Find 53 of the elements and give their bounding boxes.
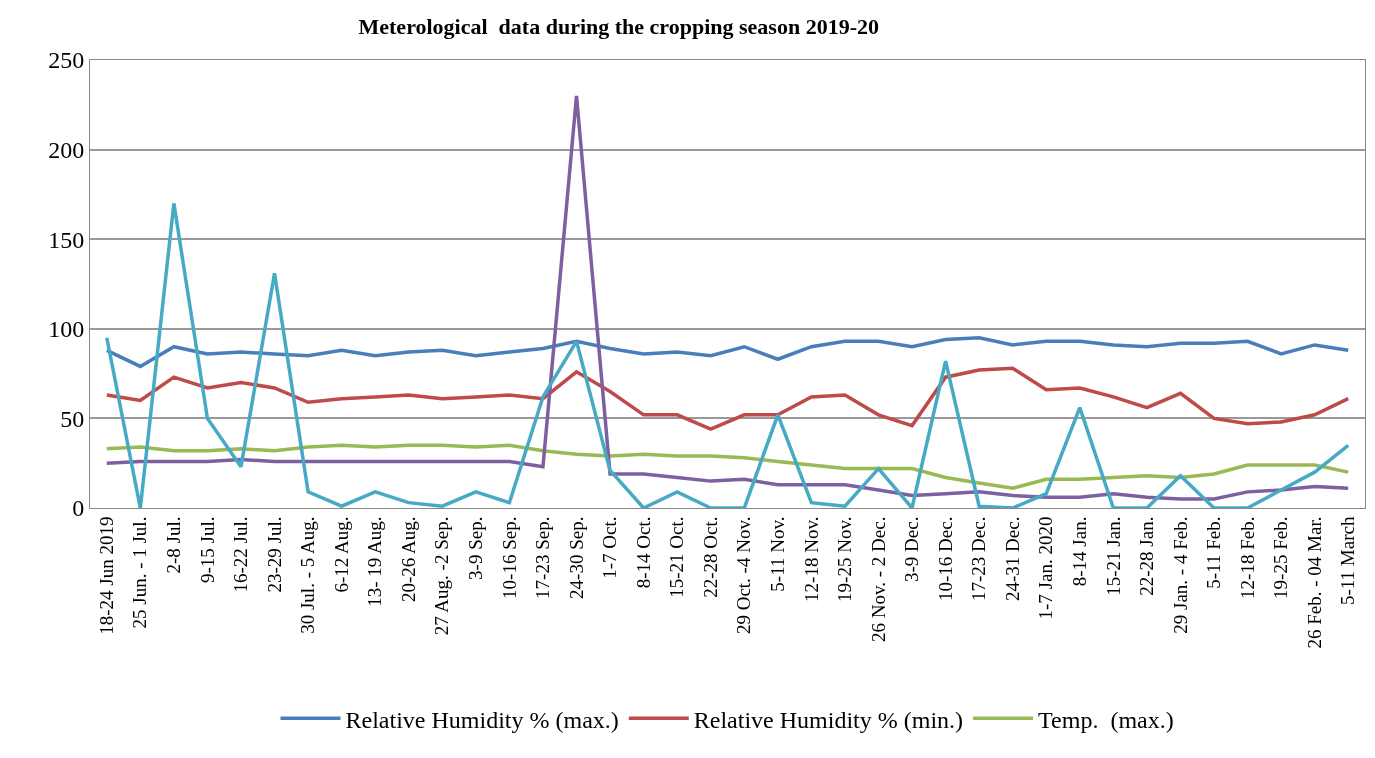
x-tick-label: 17-23 Dec. (968, 516, 990, 602)
x-tick-label: 8-14 Oct. (632, 516, 654, 589)
legend-label: Relative Humidity % (min.) (693, 706, 964, 733)
line-series (105, 443, 1350, 491)
line-series (105, 94, 1350, 501)
x-tick-label: 24-30 Sep. (565, 516, 587, 599)
x-tick-label: 19-25 Feb. (1270, 516, 1292, 599)
x-tick-label: 22-28 Jan. (1136, 516, 1158, 596)
x-tick-label: 18-24 Jun 2019 (95, 516, 117, 635)
x-tick-label: 24-31 Dec. (1001, 516, 1023, 602)
chart-title: Meterological data during the cropping season 2019-20 (358, 14, 879, 40)
x-tick-label: 3-9 Dec. (901, 516, 923, 583)
line-series (105, 336, 1350, 369)
x-tick-label: 10-16 Sep. (498, 516, 520, 599)
x-tick-label: 17-23 Sep. (532, 516, 554, 599)
x-tick-label: 19-25 Nov. (834, 516, 856, 602)
x-tick-label: 5-11 Feb. (1203, 516, 1225, 589)
y-tick-label: 250 (48, 47, 85, 74)
legend-label: Relative Humidity % (max.) (345, 706, 619, 733)
x-tick-label: 5-11 March (1337, 516, 1359, 606)
legend-label: Temp. (max.) (1038, 706, 1174, 733)
x-tick-label: 22-28 Oct. (699, 516, 721, 598)
x-tick-label: 29 Oct. -4 Nov. (733, 516, 755, 635)
x-tick-label: 16-22 Jul. (230, 516, 252, 593)
x-tick-label: 13- 19 Aug. (364, 516, 386, 607)
y-tick-label: 0 (72, 495, 85, 522)
x-tick-label: 12-18 Feb. (1236, 516, 1258, 599)
x-tick-label: 8-14 Jan. (1068, 516, 1090, 587)
x-tick-label: 1-7 Oct. (599, 516, 621, 579)
line-series (105, 366, 1350, 431)
x-tick-label: 3-9 Sep. (465, 516, 487, 580)
x-tick-label: 20-26 Aug. (397, 516, 419, 603)
x-tick-label: 12-18 Nov. (800, 516, 822, 602)
x-tick-label: 15-21 Oct. (666, 516, 688, 598)
x-tick-label: 27 Aug. -2 Sep. (431, 516, 453, 636)
y-tick-label: 150 (48, 226, 85, 253)
x-tick-label: 10-16 Dec. (934, 516, 956, 602)
x-tick-label: 5-11 Nov. (767, 516, 789, 592)
y-tick-label: 50 (60, 405, 85, 432)
x-tick-label: 25 Jun. - 1 Jul. (129, 516, 151, 629)
x-tick-label: 6-12 Aug. (330, 516, 352, 593)
line-series (105, 201, 1350, 508)
x-tick-label: 26 Feb. - 04 Mar. (1303, 516, 1325, 649)
x-tick-label: 2-8 Jul. (163, 516, 185, 574)
x-tick-label: 23-29 Jul. (263, 516, 285, 593)
x-tick-label: 1-7 Jan. 2020 (1035, 516, 1057, 620)
x-tick-label: 29 Jan. - 4 Feb. (1169, 516, 1191, 634)
x-tick-label: 15-21 Jan. (1102, 516, 1124, 596)
y-tick-label: 100 (48, 316, 85, 343)
x-tick-label: 9-15 Jul. (196, 516, 218, 584)
y-tick-label: 200 (48, 137, 85, 163)
x-tick-label: 26 Nov. - 2 Dec. (867, 516, 889, 643)
x-tick-label: 30 Jul. - 5 Aug. (297, 516, 319, 634)
